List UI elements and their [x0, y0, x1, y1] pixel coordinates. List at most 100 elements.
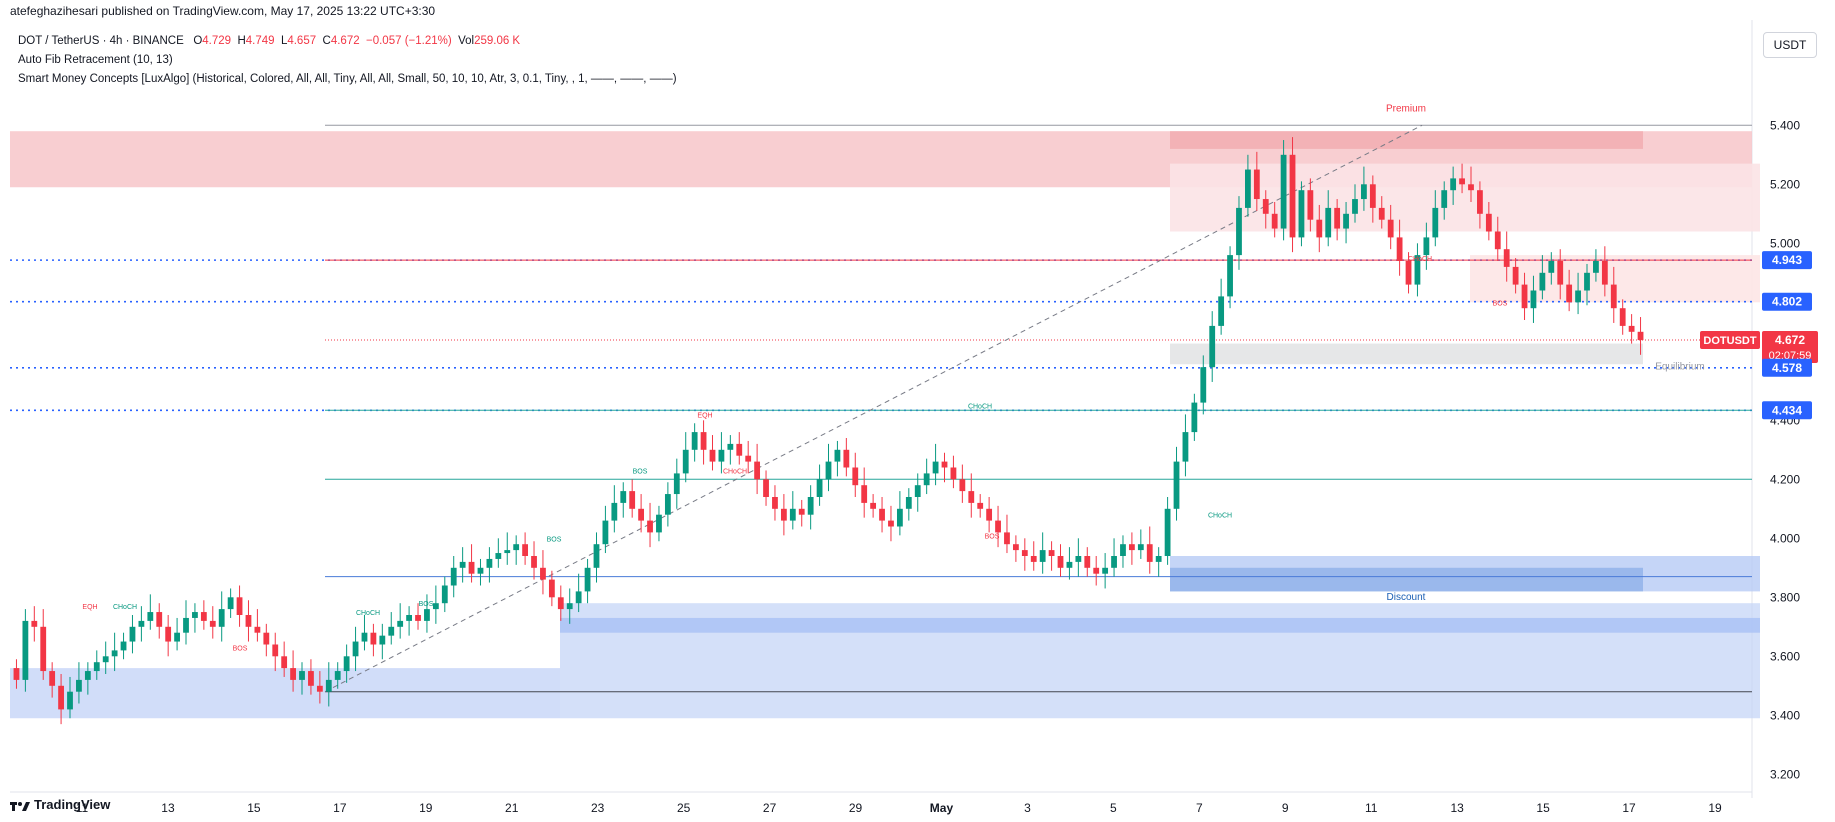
candle-body	[629, 491, 636, 509]
candle-body	[415, 615, 421, 621]
current-price-box	[1762, 331, 1818, 364]
candle-body	[1111, 556, 1117, 568]
candle-body	[138, 620, 145, 627]
premium-ob-zone	[1170, 163, 1760, 232]
vol-label: Vol	[458, 35, 475, 47]
structure-label: BOS	[985, 533, 1000, 540]
price-label-box	[1762, 358, 1812, 377]
structure-label: CHoCH	[1208, 513, 1232, 520]
candle-body	[76, 679, 82, 692]
candle-body	[1512, 266, 1519, 285]
candle-body	[379, 635, 386, 645]
x-tick-label: 13	[1450, 801, 1464, 815]
y-tick-label: 3.800	[1770, 590, 1800, 604]
candle-body	[1316, 219, 1323, 238]
candle-body	[1182, 432, 1189, 462]
candle-body	[1352, 199, 1358, 214]
candle-body	[1619, 308, 1626, 326]
candle-body	[343, 656, 350, 672]
candle-body	[84, 671, 91, 680]
candle-body	[254, 626, 261, 633]
candle-body	[111, 650, 118, 657]
candle-body	[406, 615, 412, 621]
candle-body	[1468, 184, 1474, 191]
structure-label: CHoCH	[113, 604, 137, 611]
x-tick-label: 29	[849, 801, 863, 815]
candle-body	[557, 597, 564, 610]
candle-body	[1343, 213, 1349, 229]
candle-body	[183, 617, 189, 633]
indicator-smc[interactable]: Smart Money Concepts [LuxAlgo] (Historic…	[18, 73, 677, 85]
candle-body	[432, 603, 439, 610]
candle-body	[754, 461, 761, 480]
candle-body	[334, 671, 341, 680]
candle-body	[281, 656, 288, 669]
footer-brand: TradingView	[34, 797, 111, 812]
candle-body	[968, 491, 975, 503]
structure-label: BOS	[547, 536, 562, 543]
structure-label: CHoCH	[1408, 256, 1432, 263]
candle-body	[495, 553, 502, 559]
candle-body	[745, 455, 752, 462]
candle-body	[870, 502, 877, 509]
candle-body	[1298, 190, 1305, 238]
y-tick-label: 5.400	[1770, 118, 1800, 132]
candle-body	[602, 520, 609, 545]
structure-label: CHoCH	[723, 468, 747, 475]
candle-body	[1021, 550, 1028, 556]
candle-body	[209, 620, 216, 627]
candle-body	[1334, 207, 1341, 229]
candle-body	[1173, 461, 1180, 509]
candle-body	[397, 620, 404, 627]
discount-ob-1	[560, 617, 1760, 633]
candle-body	[1030, 556, 1037, 562]
candle-body	[486, 558, 493, 568]
candle-body	[620, 491, 627, 503]
symbol-label-box	[1700, 331, 1760, 350]
price-label-box	[1762, 401, 1812, 420]
symbol-name[interactable]: DOT / TetherUS · 4h · BINANCE	[18, 35, 184, 47]
y-tick-label: 5.200	[1770, 177, 1800, 191]
price-label-text: 4.943	[1772, 253, 1802, 267]
candle-body	[1218, 296, 1225, 326]
symbol-legend-row: DOT / TetherUS · 4h · BINANCE O4.729 H4.…	[18, 32, 677, 51]
candle-body	[1405, 261, 1412, 285]
candle-body	[691, 432, 698, 450]
candle-body	[1289, 154, 1296, 238]
candle-body	[700, 432, 707, 450]
candle-body	[522, 544, 529, 556]
candle-body	[49, 671, 56, 686]
candle-body	[789, 508, 796, 521]
candle-body	[1236, 207, 1242, 256]
candle-body	[1477, 190, 1483, 214]
premium-label: Premium	[1386, 103, 1426, 114]
close-value: 4.672	[330, 35, 360, 47]
candle-body	[647, 520, 653, 533]
x-tick-label: 25	[677, 801, 691, 815]
candle-body	[673, 473, 680, 495]
candle-body	[325, 679, 332, 692]
x-tick-label: 27	[763, 801, 777, 815]
current-price-text: 4.672	[1775, 333, 1805, 347]
candle-body	[664, 494, 671, 515]
candle-body	[192, 612, 198, 618]
candle-body	[31, 620, 38, 627]
candle-body	[1450, 178, 1457, 191]
price-label-text: 4.802	[1772, 295, 1802, 309]
candle-body	[1209, 325, 1216, 368]
indicator-fib[interactable]: Auto Fib Retracement (10, 13)	[18, 54, 173, 66]
structure-label: EQH	[697, 412, 712, 419]
tradingview-footer: TradingView	[10, 797, 110, 812]
candle-body	[1253, 169, 1260, 200]
candle-body	[548, 579, 555, 598]
candle-body	[1137, 544, 1144, 551]
candle-body	[1191, 402, 1198, 433]
candle-body	[263, 632, 270, 645]
candle-body	[843, 449, 850, 468]
high-value: 4.749	[245, 35, 275, 47]
candle-body	[718, 449, 725, 462]
candle-body	[272, 644, 279, 657]
currency-button[interactable]: USDT	[1763, 32, 1817, 58]
candle-body	[1004, 532, 1010, 545]
